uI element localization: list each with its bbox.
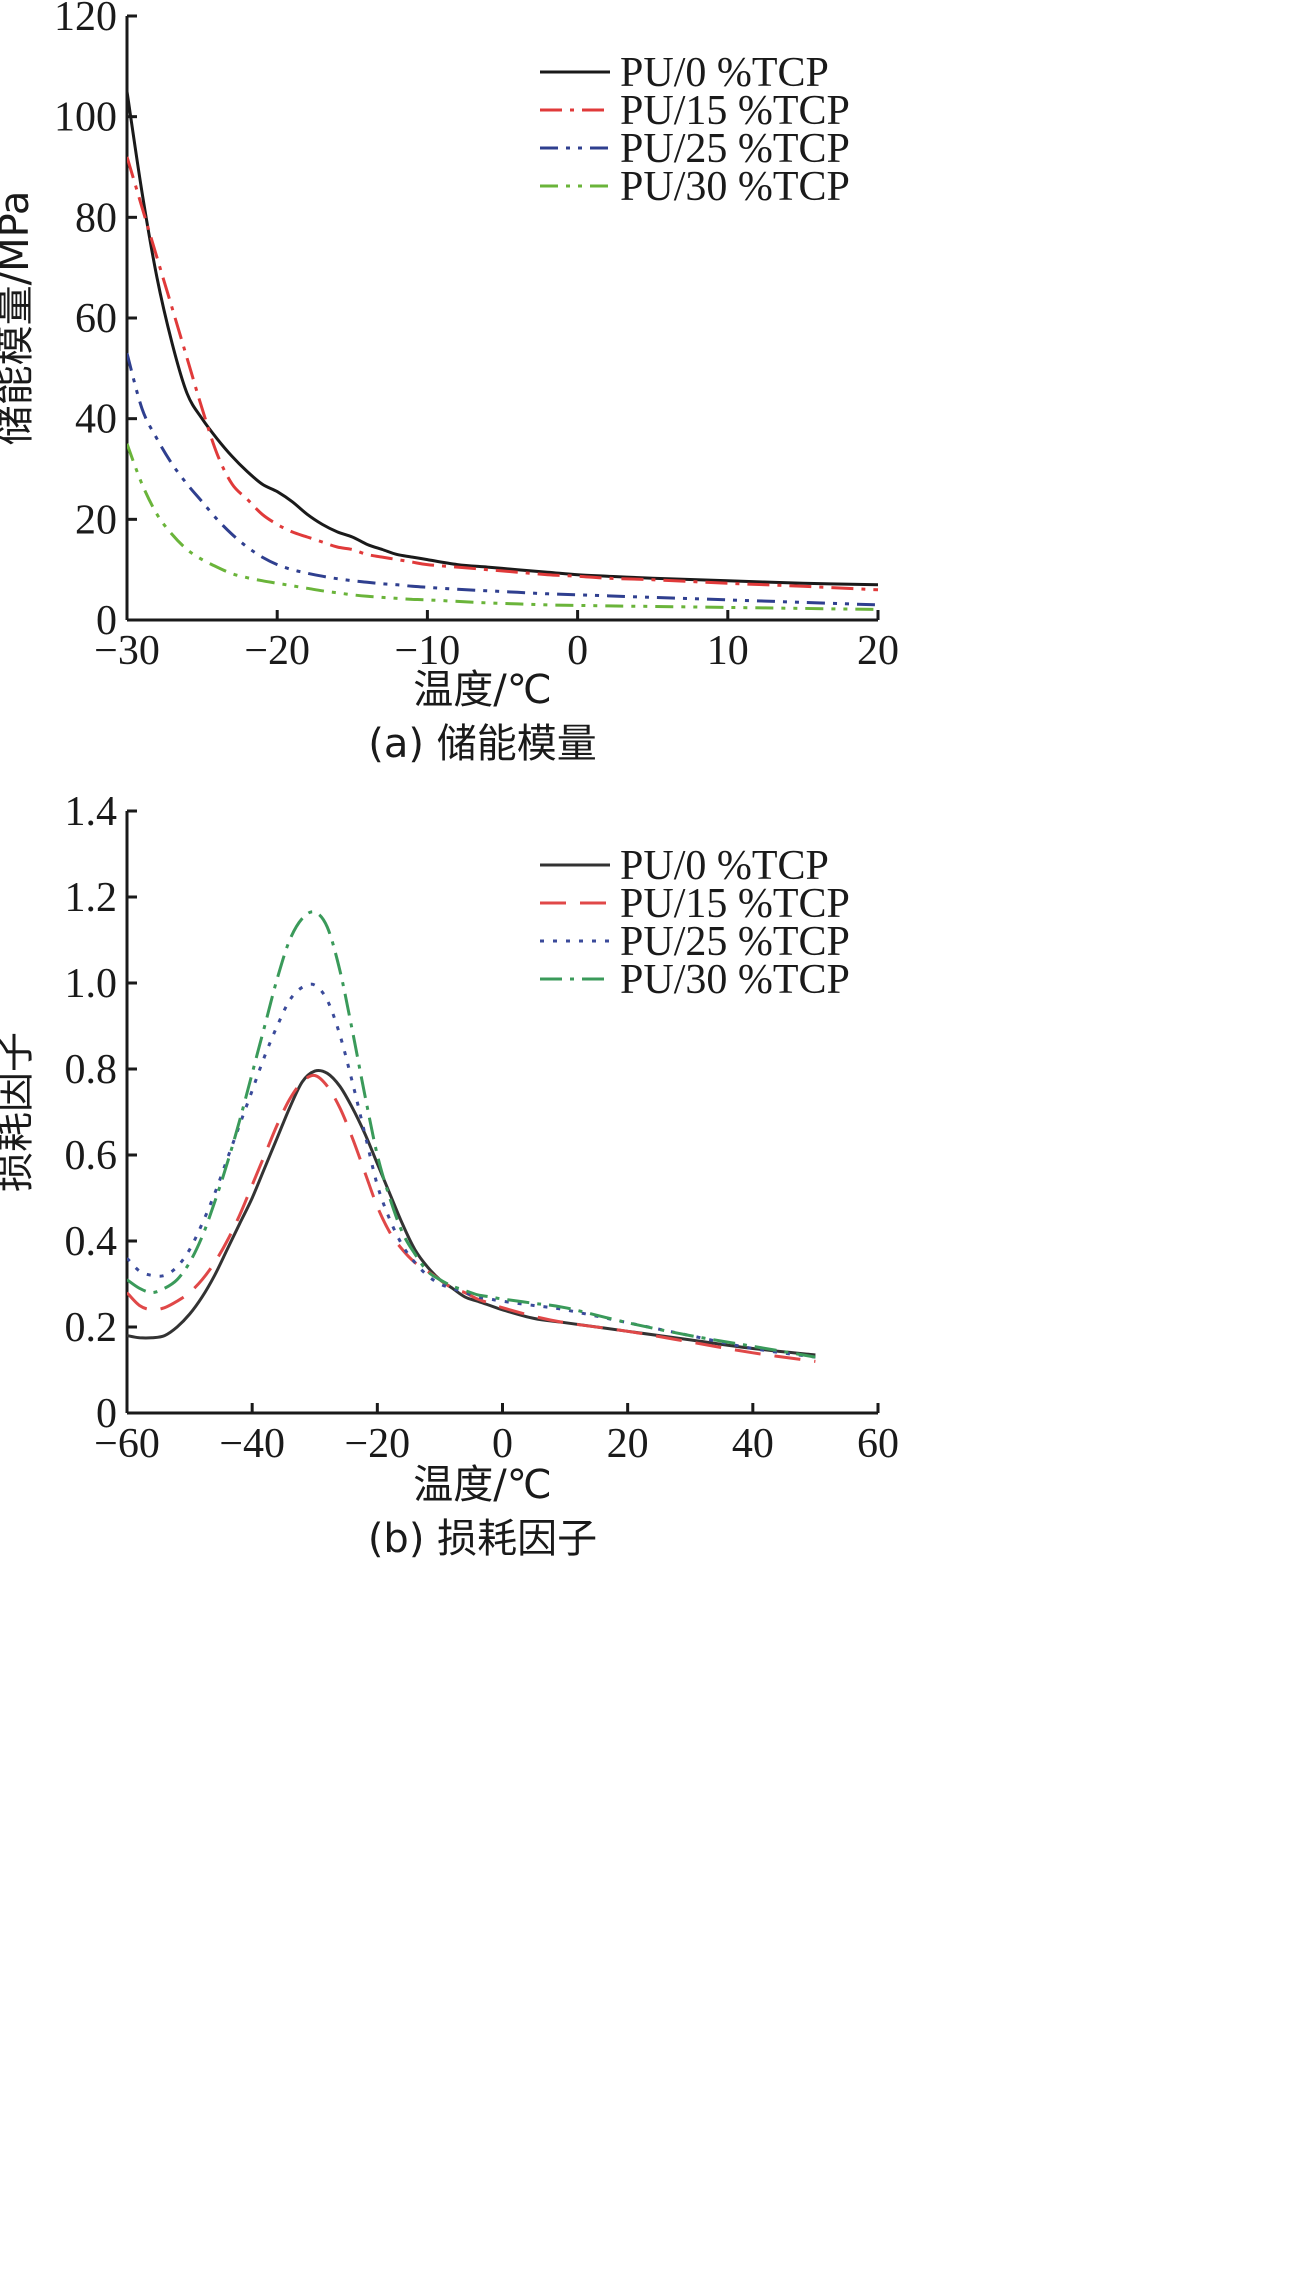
- y-tick-label-b: 1.4: [65, 789, 118, 835]
- caption-b: (b) 损耗因子: [368, 1516, 597, 1562]
- x-tick-label-a: 10: [707, 628, 749, 674]
- legend-label-a-0: PU/0 %TCP: [620, 50, 829, 96]
- x-tick-label-b: 0: [492, 1421, 513, 1467]
- series-line-b-2: [127, 982, 816, 1359]
- y-axis-label-a: 储能模量/MPa: [0, 191, 38, 446]
- x-tick-label-b: −60: [94, 1421, 160, 1467]
- series-line-a-3: [127, 443, 879, 611]
- y-tick-label-a: 60: [75, 296, 117, 342]
- legend-label-a-1: PU/15 %TCP: [620, 88, 850, 134]
- legend-label-b-2: PU/25 %TCP: [620, 919, 850, 965]
- series-line-a-1: [127, 156, 879, 592]
- y-tick-label-b: 0.4: [65, 1219, 118, 1265]
- y-tick-label-a: 120: [54, 0, 117, 40]
- x-tick-label-b: −40: [219, 1421, 285, 1467]
- x-tick-label-a: −10: [395, 628, 461, 674]
- x-axis-label-b: 温度/℃: [413, 1462, 551, 1508]
- x-tick-label-b: 60: [857, 1421, 899, 1467]
- legend-label-a-2: PU/25 %TCP: [620, 126, 850, 172]
- series-line-b-1: [127, 1073, 816, 1363]
- x-tick-label-a: 0: [567, 628, 588, 674]
- x-tick-label-a: −20: [244, 628, 310, 674]
- panel-b-loss-factor: 0 0.2 0.4 0.6 0.8 1.0 1.2 1.4 −60 −40 −20 0 20 40 60 PU…: [0, 789, 899, 1562]
- x-tick-label-b: −20: [344, 1421, 410, 1467]
- y-tick-label-a: 40: [75, 397, 117, 443]
- y-axis-label-b: 损耗因子: [0, 1032, 38, 1192]
- x-axis-label-a: 温度/℃: [413, 667, 551, 713]
- y-tick-label-b: 0.2: [65, 1305, 118, 1351]
- y-tick-label-a: 100: [54, 95, 117, 141]
- y-tick-label-b: 0.8: [65, 1047, 118, 1093]
- legend-label-b-3: PU/30 %TCP: [620, 957, 850, 1003]
- y-tick-label-b: 0: [96, 1391, 117, 1437]
- legend-label-a-3: PU/30 %TCP: [620, 164, 850, 210]
- y-tick-label-b: 0.6: [65, 1133, 118, 1179]
- y-tick-label-b: 1.0: [65, 961, 118, 1007]
- x-tick-label-a: −30: [94, 628, 160, 674]
- x-tick-label-a: 20: [857, 628, 899, 674]
- y-tick-label-a: 20: [75, 497, 117, 543]
- caption-a: (a) 储能模量: [368, 721, 596, 767]
- series-line-b-0: [127, 1069, 816, 1357]
- series-line-a-0: [127, 91, 879, 587]
- legend-label-b-1: PU/15 %TCP: [620, 881, 850, 927]
- x-tick-label-b: 20: [607, 1421, 649, 1467]
- legend-label-b-0: PU/0 %TCP: [620, 843, 829, 889]
- y-tick-label-b: 1.2: [65, 875, 118, 921]
- x-tick-label-b: 40: [732, 1421, 774, 1467]
- y-tick-label-a: 80: [75, 195, 117, 241]
- y-tick-label-a: 0: [96, 598, 117, 644]
